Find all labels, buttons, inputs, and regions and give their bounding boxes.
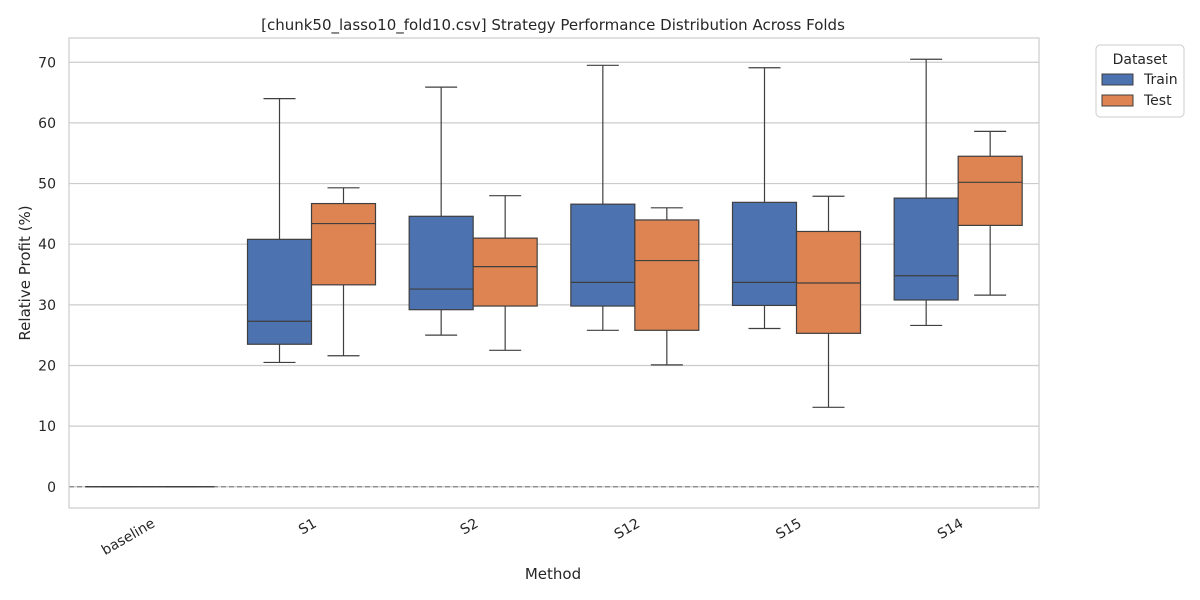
box-train-s12 <box>570 64 636 331</box>
x-tick-label: baseline <box>99 516 158 559</box>
legend-swatch-test <box>1101 94 1134 107</box>
y-tick-label: 10 <box>38 419 56 435</box>
x-tick-label: S15 <box>773 516 804 543</box>
x-tick-label: S2 <box>458 516 481 539</box>
y-tick-label: 70 <box>38 55 56 71</box>
x-axis-label: Method <box>525 565 581 583</box>
legend-label-test: Test <box>1143 93 1172 109</box>
box-plot-marks <box>85 58 1023 488</box>
iqr-box <box>731 201 798 307</box>
y-tick-label: 40 <box>38 237 56 253</box>
y-axis-label: Relative Profit (%) <box>16 205 34 340</box>
x-tick-label: S1 <box>296 516 319 539</box>
iqr-box <box>957 155 1023 226</box>
legend-title: Dataset <box>1113 52 1168 68</box>
box-test-s2 <box>472 195 538 351</box>
y-tick-label: 50 <box>38 177 56 193</box>
box-test-s14 <box>957 130 1023 296</box>
box-train-s2 <box>408 86 474 336</box>
legend: Dataset Train Test <box>1095 44 1185 118</box>
box-test-s12 <box>634 207 700 366</box>
box-train-s15 <box>731 67 798 330</box>
box-train-s14 <box>893 58 959 327</box>
box-train-s1 <box>246 98 313 364</box>
y-tick-label: 0 <box>47 480 56 496</box>
y-tick-label: 30 <box>38 298 56 314</box>
legend-label-train: Train <box>1143 72 1178 88</box>
grid-lines <box>69 61 1039 488</box>
iqr-box <box>472 237 538 307</box>
y-tick-label: 20 <box>38 358 56 374</box>
iqr-box <box>795 230 862 334</box>
y-tick-label: 60 <box>38 116 56 132</box>
x-axis-ticks: baseline S1 S2 S12 S15 S14 <box>99 516 966 559</box>
iqr-box <box>408 215 474 311</box>
box-test-s1 <box>310 187 377 357</box>
iqr-box <box>570 203 636 307</box>
box-test-s15 <box>795 195 862 408</box>
iqr-box <box>893 197 959 301</box>
x-tick-label: S12 <box>612 516 643 543</box>
x-tick-label: S14 <box>935 516 966 543</box>
iqr-box <box>246 238 313 345</box>
iqr-box <box>634 219 700 331</box>
plot-frame <box>68 37 1040 509</box>
chart-title: [chunk50_lasso10_fold10.csv] Strategy Pe… <box>261 16 845 35</box>
y-axis-ticks: 0 10 20 30 40 50 60 70 <box>38 55 56 496</box>
iqr-box <box>310 202 377 286</box>
legend-swatch-train <box>1101 73 1134 86</box>
